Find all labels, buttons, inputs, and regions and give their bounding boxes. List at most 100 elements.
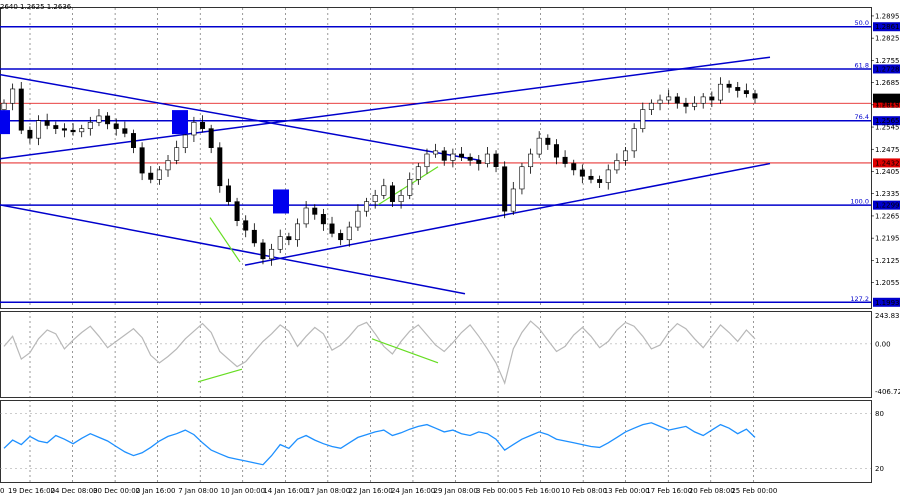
- candle-body: [149, 173, 153, 179]
- candle-body: [373, 195, 377, 201]
- candle-body: [666, 97, 670, 100]
- candle-body: [105, 116, 109, 124]
- candle: [485, 147, 489, 167]
- candle: [477, 155, 481, 171]
- candle: [149, 166, 153, 183]
- candle-body: [278, 237, 282, 250]
- candle: [347, 222, 351, 247]
- candle: [675, 93, 679, 109]
- candle: [718, 77, 722, 104]
- candle-body: [364, 202, 368, 212]
- level-fib-label: 127.2: [850, 295, 869, 303]
- candle: [131, 130, 135, 153]
- candle: [451, 149, 455, 168]
- candle: [261, 239, 265, 264]
- left-marker: [0, 110, 10, 134]
- x-axis-label: 3 Feb 00:00: [476, 487, 517, 495]
- candle-body: [79, 129, 83, 132]
- candle: [166, 155, 170, 177]
- candle-body: [71, 130, 75, 132]
- rsi-indicator: 80 20: [0, 410, 884, 473]
- candle-body: [736, 87, 740, 90]
- candle: [753, 90, 757, 104]
- candle: [615, 153, 619, 173]
- candle-body: [10, 89, 14, 103]
- candle-body: [433, 151, 437, 154]
- candle-body: [347, 227, 351, 240]
- candle: [632, 123, 636, 158]
- candle: [140, 142, 144, 180]
- x-axis-label: 19 Dec 16:00: [8, 487, 55, 495]
- candle-body: [252, 230, 256, 243]
- panel-frames: [1, 8, 872, 483]
- panel-frame-0: [1, 8, 872, 309]
- rsi-line: [4, 423, 755, 465]
- candle-body: [408, 179, 412, 195]
- price-tick-label: 1.2195: [875, 235, 900, 243]
- ohlc-readout: 2640 1.2625 1.2636: [0, 3, 71, 11]
- candle: [278, 230, 282, 253]
- candle: [252, 223, 256, 246]
- candle: [226, 179, 230, 206]
- candle-body: [62, 129, 66, 131]
- candle-body: [114, 124, 118, 129]
- candle: [494, 150, 498, 172]
- candle: [606, 165, 610, 190]
- cci-indicator: 243.8374 0.00 -406.729: [0, 312, 900, 396]
- candle-body: [580, 170, 584, 176]
- candle-body: [330, 224, 334, 234]
- grid-lines: [30, 8, 753, 482]
- candle-body: [727, 84, 731, 87]
- price-tick-label: 1.2335: [875, 190, 900, 198]
- candle-body: [597, 179, 601, 182]
- level-fib-label: 50.0: [855, 19, 869, 27]
- candle: [649, 99, 653, 115]
- price-tick-label: 1.2125: [875, 257, 900, 265]
- candle: [701, 93, 705, 109]
- candle-body: [140, 148, 144, 173]
- candle-body: [399, 195, 403, 201]
- candle-body: [209, 129, 213, 148]
- candle: [364, 198, 368, 217]
- price-tick-label: 1.2685: [875, 79, 900, 87]
- price-divergence: [210, 218, 240, 262]
- candle-body: [502, 167, 506, 211]
- candle-body: [442, 151, 446, 161]
- candle: [97, 109, 101, 126]
- candle-body: [269, 249, 273, 259]
- price-tick-label: 1.2825: [875, 35, 900, 43]
- candle: [356, 204, 360, 231]
- x-axis-label: 2 Jan 16:00: [136, 487, 176, 495]
- level-fib-label: 76.4: [855, 113, 869, 121]
- panel-frame-1: [1, 312, 872, 398]
- candle-body: [615, 160, 619, 170]
- candle-body: [200, 122, 204, 128]
- candle-body: [338, 233, 342, 239]
- x-axis-label: 24 Dec 08:00: [51, 487, 98, 495]
- candle: [597, 176, 601, 188]
- candle: [416, 163, 420, 185]
- candle-body: [606, 170, 610, 183]
- candle: [174, 141, 178, 164]
- candle-body: [485, 154, 489, 164]
- x-axis-label: 5 Feb 16:00: [519, 487, 560, 495]
- trend-channels: [0, 57, 770, 294]
- candle: [71, 123, 75, 135]
- candle: [572, 160, 576, 176]
- x-axis-label: 7 Jan 08:00: [178, 487, 218, 495]
- cci-divergence: [198, 369, 242, 382]
- candle: [338, 230, 342, 246]
- x-axis-label: 17 Jan 08:00: [306, 487, 350, 495]
- candle-body: [572, 164, 576, 170]
- candle-body: [131, 133, 135, 147]
- x-axis-label: 20 Feb 08:00: [689, 487, 735, 495]
- candle: [546, 134, 550, 150]
- candle-body: [183, 135, 187, 148]
- cci-axis-label-bottom: -406.729: [875, 388, 900, 396]
- candle: [744, 84, 748, 98]
- rsi-axis-label-80: 80: [875, 410, 884, 418]
- candle-body: [675, 97, 679, 103]
- candle-body: [88, 122, 92, 128]
